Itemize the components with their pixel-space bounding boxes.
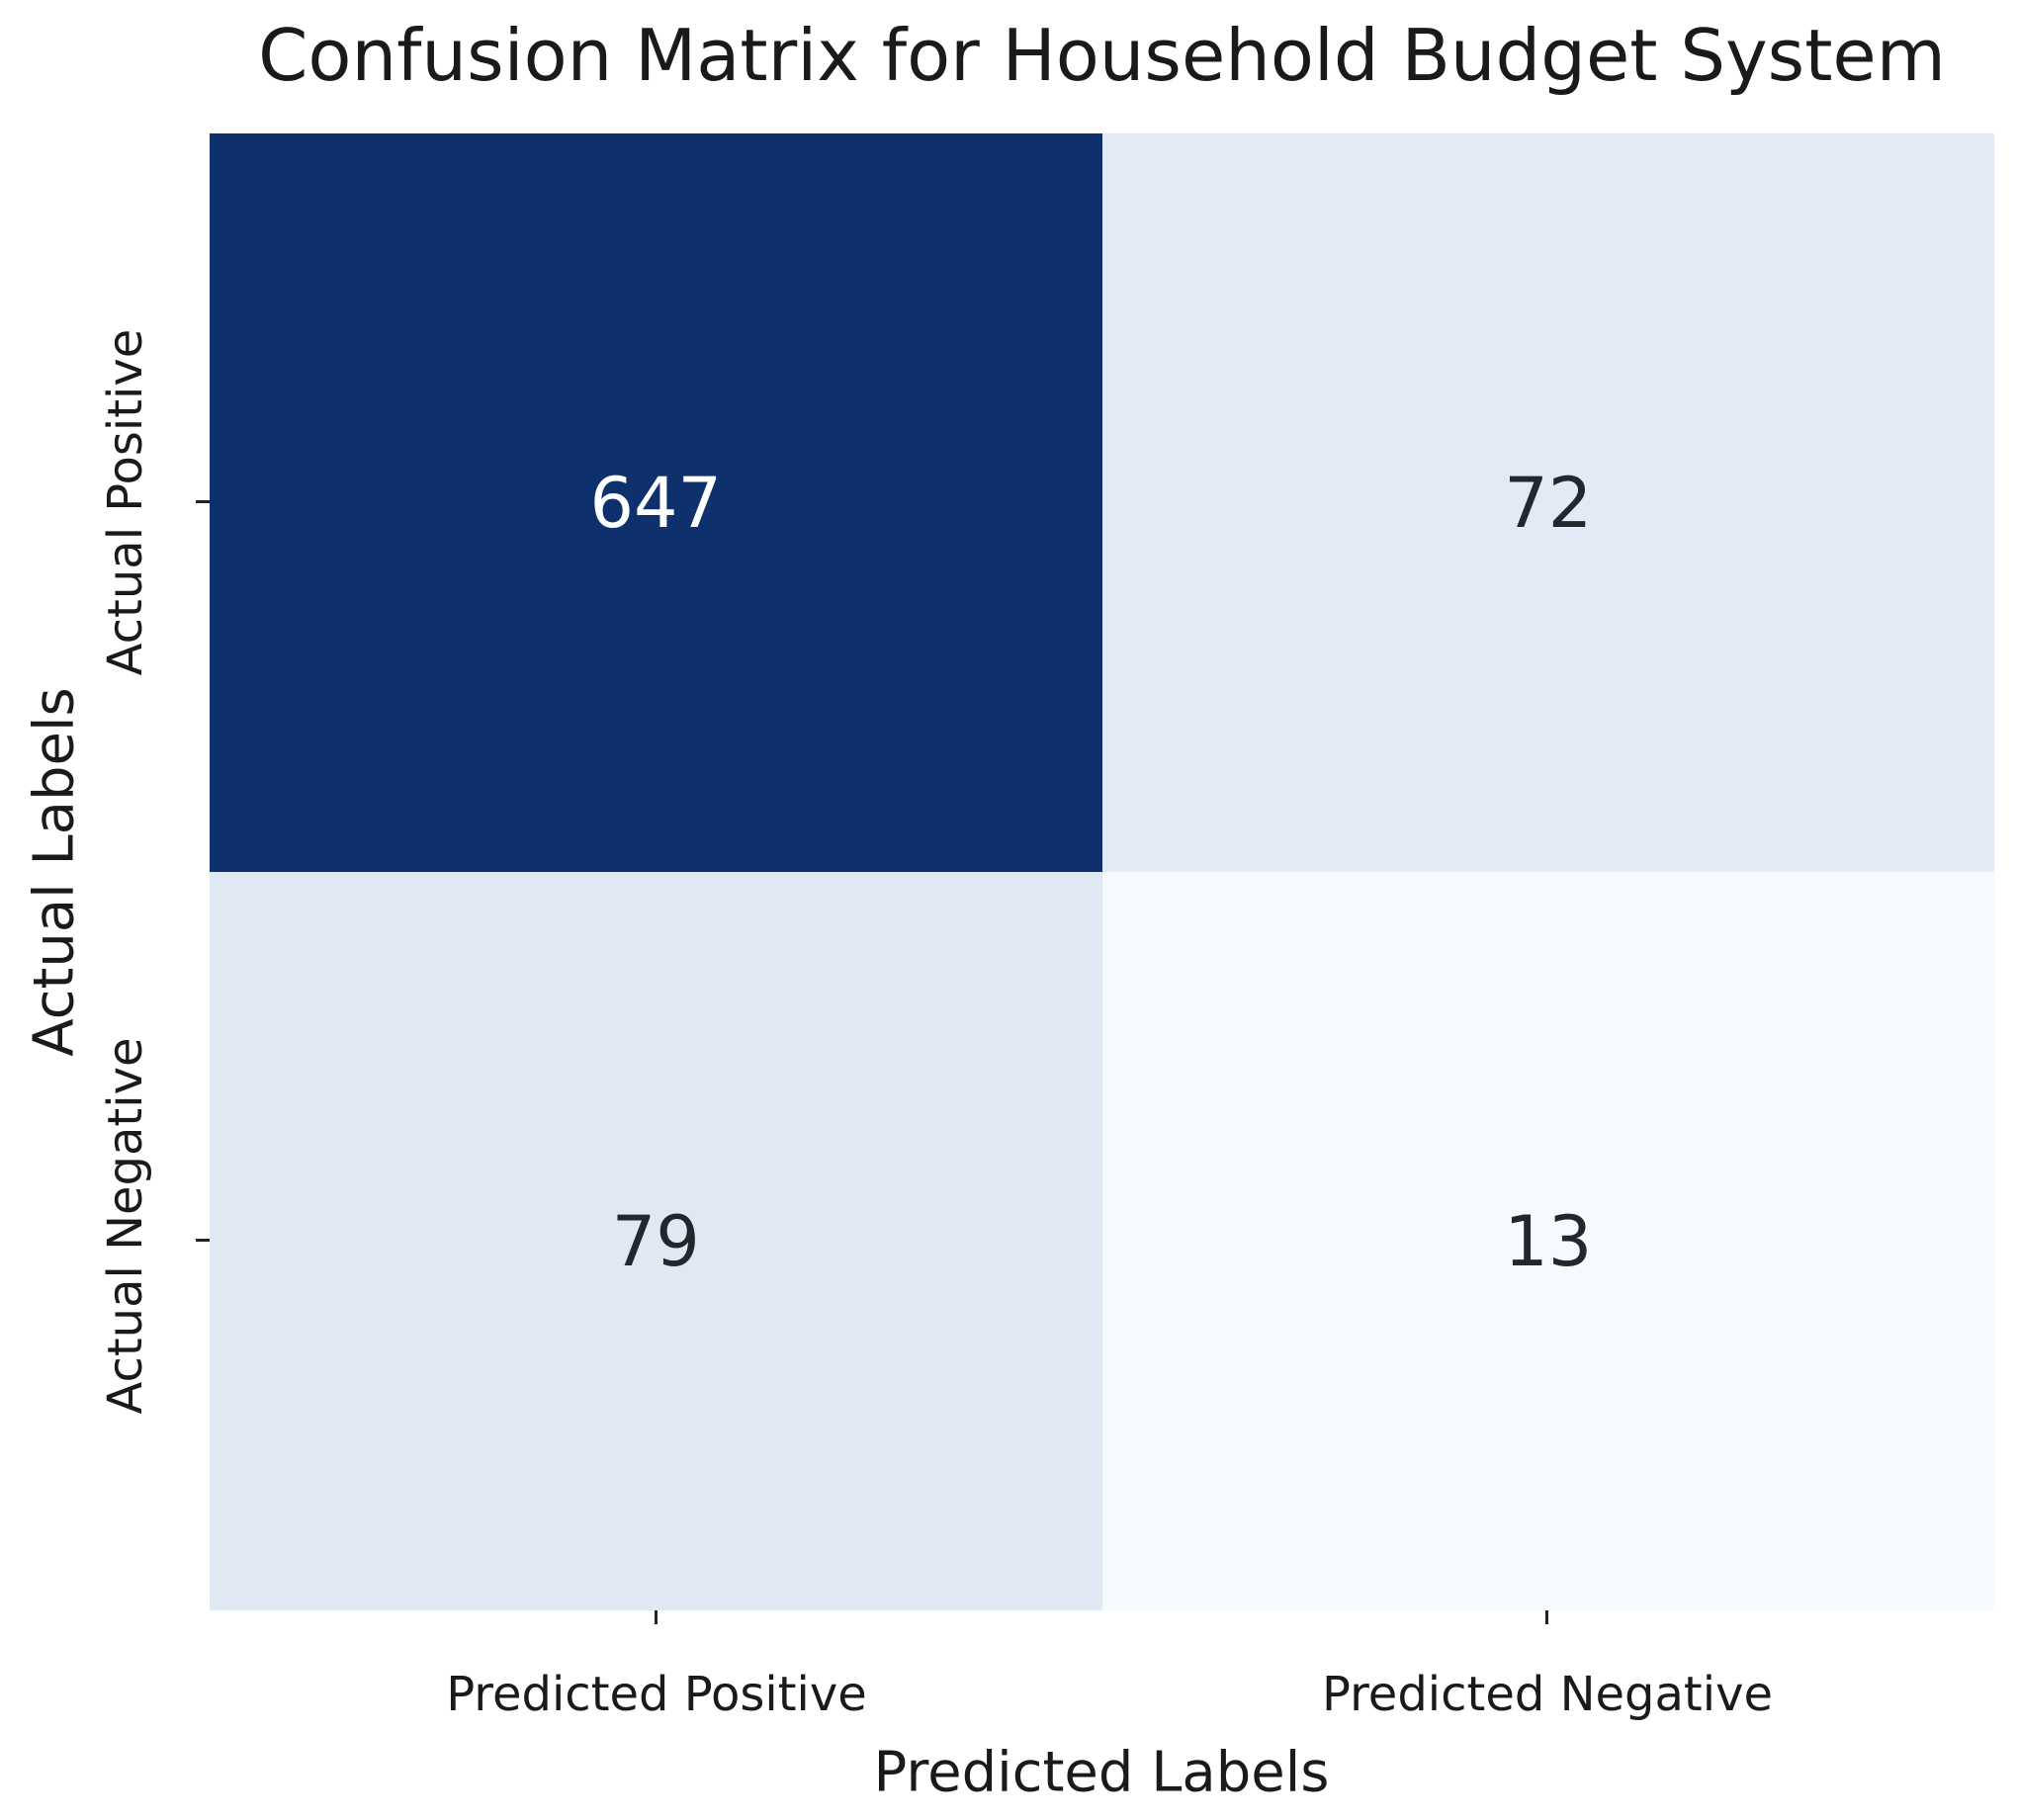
x-tick-mark-predicted-negative [1545,1610,1548,1624]
cell-value-false-negative: 72 [1504,462,1593,544]
y-tick-mark-actual-positive [196,500,210,503]
cell-value-false-positive: 79 [611,1200,700,1282]
cell-value-true-positive: 647 [589,462,723,544]
cell-value-true-negative: 13 [1504,1200,1593,1282]
y-tick-label-actual-positive: Actual Positive [98,328,153,676]
heatmap-cell-false-positive: 79 [210,872,1102,1610]
heatmap-cell-true-negative: 13 [1101,872,1994,1610]
y-tick-mark-actual-negative [196,1239,210,1242]
y-tick-label-actual-negative: Actual Negative [98,1037,153,1415]
x-axis-label: Predicted Labels [873,1740,1330,1805]
x-tick-label-predicted-negative: Predicted Negative [1322,1667,1773,1722]
x-tick-label-predicted-positive: Predicted Positive [446,1667,867,1722]
y-axis-label: Actual Labels [22,687,87,1057]
heatmap-cell-false-negative: 72 [1101,133,1994,872]
x-tick-mark-predicted-positive [655,1610,658,1624]
chart-title: Confusion Matrix for Household Budget Sy… [258,14,1946,97]
heatmap-cell-true-positive: 647 [210,133,1102,872]
heatmap: 647 72 79 13 [210,133,1994,1610]
